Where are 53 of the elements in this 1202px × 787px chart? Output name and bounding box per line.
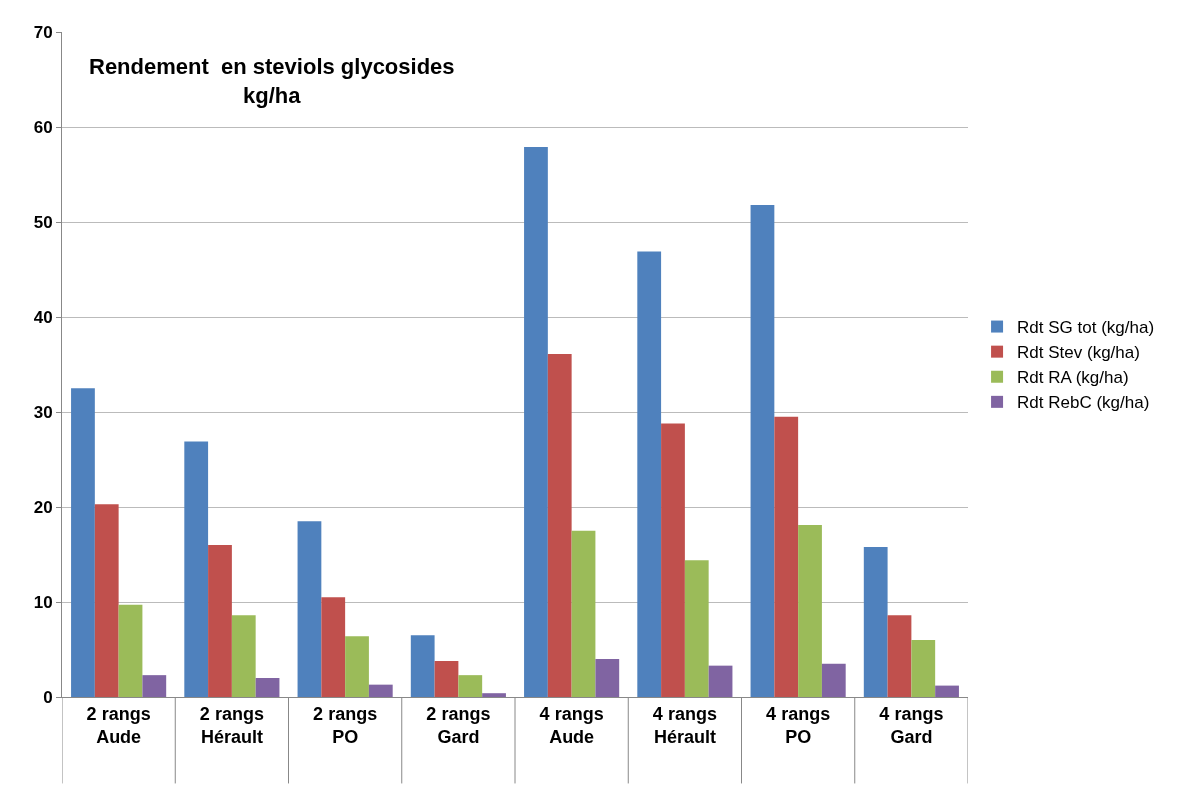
x-tick-label: 4 rangs PO	[766, 703, 831, 747]
legend-label: Rdt SG tot (kg/ha)	[1017, 318, 1155, 338]
y-tick-label: 50	[33, 212, 53, 232]
bar	[208, 545, 232, 697]
bar	[571, 530, 596, 697]
x-tick-label: 2 rangs Gard	[426, 703, 491, 747]
bar	[458, 675, 483, 697]
legend-label: Rdt Stev (kg/ha)	[1017, 343, 1140, 363]
bar	[321, 597, 346, 697]
legend-label: Rdt RA (kg/ha)	[1017, 368, 1129, 388]
y-tick-label: 20	[33, 497, 53, 517]
bar	[142, 675, 167, 697]
bar	[255, 678, 280, 697]
bar	[118, 604, 143, 697]
bar	[231, 615, 256, 697]
bar	[821, 663, 846, 697]
bar	[524, 146, 548, 697]
x-tick-label: 2 rangs PO	[313, 703, 378, 747]
y-tick-label: 40	[33, 307, 53, 327]
bar	[911, 640, 936, 697]
x-tick-label: 4 rangs Aude	[539, 703, 604, 747]
y-tick-label: 70	[33, 22, 53, 42]
bar	[774, 416, 799, 697]
bar	[482, 693, 506, 697]
x-tick-label: 4 rangs Hérault	[652, 703, 717, 747]
bar	[935, 685, 959, 697]
bar	[684, 560, 709, 697]
bar	[368, 684, 393, 697]
bar	[71, 388, 95, 697]
x-tick-label: 4 rangs Gard	[879, 703, 944, 747]
bar	[708, 665, 733, 697]
bar	[595, 659, 620, 697]
bar	[863, 546, 888, 697]
bar	[637, 251, 662, 697]
bar	[434, 660, 459, 697]
y-tick-label: 30	[33, 402, 53, 422]
bar	[887, 615, 912, 697]
legend-label: Rdt RebC (kg/ha)	[1017, 393, 1150, 413]
bar	[184, 441, 209, 697]
bar	[750, 204, 775, 697]
bar	[410, 635, 435, 697]
x-tick-label: 2 rangs Aude	[86, 703, 151, 747]
y-tick-label: 0	[43, 687, 53, 707]
bar	[547, 354, 572, 697]
bar	[297, 521, 322, 697]
bar	[94, 504, 119, 697]
x-tick-label: 2 rangs Hérault	[199, 703, 264, 747]
text: Rendement en steviols glycosides kg/ha	[89, 54, 455, 108]
bar	[345, 636, 369, 697]
bar	[798, 525, 822, 697]
y-tick-label: 10	[33, 592, 53, 612]
bar	[661, 423, 685, 697]
y-tick-label: 60	[33, 117, 53, 137]
